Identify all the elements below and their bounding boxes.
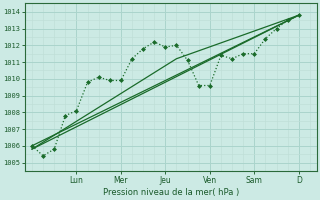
X-axis label: Pression niveau de la mer( hPa ): Pression niveau de la mer( hPa )	[103, 188, 239, 197]
